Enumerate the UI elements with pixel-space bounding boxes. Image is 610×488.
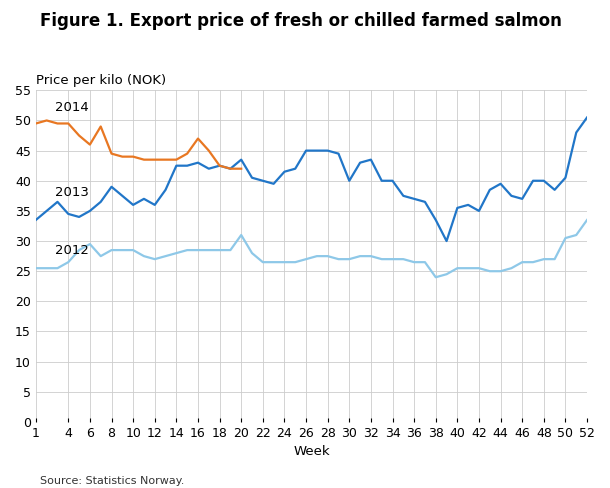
Text: 2014: 2014 bbox=[56, 102, 89, 114]
Text: 2012: 2012 bbox=[56, 244, 89, 257]
X-axis label: Week: Week bbox=[293, 446, 330, 458]
Text: Price per kilo (NOK): Price per kilo (NOK) bbox=[36, 74, 166, 87]
Text: Figure 1. Export price of fresh or chilled farmed salmon: Figure 1. Export price of fresh or chill… bbox=[40, 12, 562, 30]
Text: Source: Statistics Norway.: Source: Statistics Norway. bbox=[40, 476, 184, 486]
Text: 2013: 2013 bbox=[56, 186, 89, 199]
